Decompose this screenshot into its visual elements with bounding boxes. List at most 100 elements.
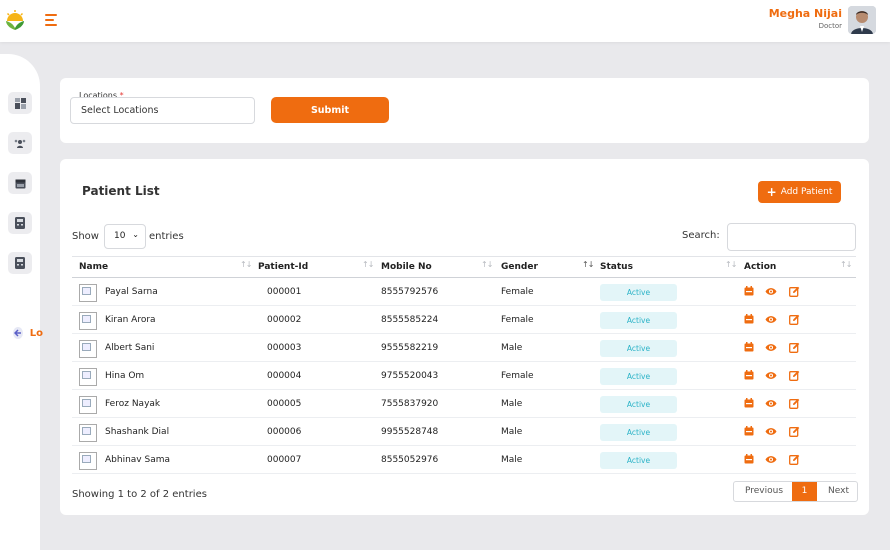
- status-badge: Active: [600, 284, 677, 301]
- patient-name: Feroz Nayak: [105, 399, 161, 409]
- previous-page-button[interactable]: Previous: [745, 486, 784, 496]
- column-header-status[interactable]: Status: [600, 262, 633, 272]
- edit-icon[interactable]: [788, 313, 800, 325]
- edit-icon[interactable]: [788, 369, 800, 381]
- patient-name: Payal Sarna: [105, 287, 158, 297]
- hamburger-menu-icon[interactable]: [45, 14, 59, 26]
- patient-gender: Male: [501, 455, 523, 465]
- patient-list-card: [60, 159, 869, 515]
- view-eye-icon[interactable]: [765, 341, 777, 353]
- column-header-action[interactable]: Action: [744, 262, 777, 272]
- appointment-calendar-icon[interactable]: [743, 341, 755, 353]
- submit-button[interactable]: Submit: [271, 97, 389, 123]
- patient-photo: [79, 452, 97, 470]
- app-logo[interactable]: [4, 8, 26, 32]
- logout-link[interactable]: Lo: [13, 326, 43, 340]
- view-eye-icon[interactable]: [765, 397, 777, 409]
- patient-name: Abhinav Sama: [105, 455, 170, 465]
- patient-name: Albert Sani: [105, 343, 155, 353]
- column-header-gender[interactable]: Gender: [501, 262, 538, 272]
- status-badge: Active: [600, 368, 677, 385]
- patient-mobile: 8555792576: [381, 287, 439, 297]
- page-number-button[interactable]: 1: [792, 482, 817, 501]
- patients-group-icon[interactable]: [8, 132, 32, 154]
- search-input[interactable]: [727, 223, 856, 251]
- entries-select[interactable]: 10 ⌄: [104, 224, 146, 249]
- edit-icon[interactable]: [788, 341, 800, 353]
- table-row: Payal Sarna 000001 8555792576 Female Active: [72, 278, 856, 306]
- patient-mobile: 9755520043: [381, 371, 439, 381]
- patient-photo: [79, 368, 97, 386]
- edit-icon[interactable]: [788, 285, 800, 297]
- patient-id: 000004: [267, 371, 302, 381]
- patient-id: 000003: [267, 343, 302, 353]
- calculator-icon[interactable]: [8, 252, 32, 274]
- patient-id: 000007: [267, 455, 302, 465]
- filter-card: [60, 78, 869, 143]
- column-header-mobile[interactable]: Mobile No: [381, 262, 432, 272]
- top-bar: Megha Nijai Doctor: [0, 0, 890, 42]
- sort-icon[interactable]: ↑↓: [240, 260, 252, 269]
- avatar[interactable]: [848, 6, 876, 34]
- status-badge: Active: [600, 452, 677, 469]
- patient-mobile: 8555585224: [381, 315, 439, 325]
- sort-icon[interactable]: ↑↓: [840, 260, 852, 269]
- calculator-icon[interactable]: [8, 212, 32, 234]
- view-eye-icon[interactable]: [765, 313, 777, 325]
- appointment-calendar-icon[interactable]: [743, 425, 755, 437]
- edit-icon[interactable]: [788, 425, 800, 437]
- patient-photo: [79, 340, 97, 358]
- patient-gender: Male: [501, 399, 523, 409]
- logout-icon: [13, 327, 23, 339]
- status-badge: Active: [600, 424, 677, 441]
- calendar-icon[interactable]: [8, 172, 32, 194]
- search-label: Search:: [682, 230, 720, 241]
- appointment-calendar-icon[interactable]: [743, 397, 755, 409]
- view-eye-icon[interactable]: [765, 285, 777, 297]
- pagination: Previous 1 Next: [733, 481, 858, 502]
- patient-name: Shashank Dial: [105, 427, 170, 437]
- patient-id: 000001: [267, 287, 302, 297]
- column-header-patient-id[interactable]: Patient-Id: [258, 262, 309, 272]
- appointment-calendar-icon[interactable]: [743, 285, 755, 297]
- table-row: Shashank Dial 000006 9955528748 Male Active: [72, 418, 856, 446]
- patient-gender: Female: [501, 315, 534, 325]
- column-header-name[interactable]: Name: [79, 262, 109, 272]
- patient-id: 000005: [267, 399, 302, 409]
- sort-icon[interactable]: ↑↓: [362, 260, 374, 269]
- sidebar: Lo: [0, 54, 43, 550]
- user-name[interactable]: Megha Nijai: [768, 7, 842, 20]
- table-row: Hina Om 000004 9755520043 Female Active: [72, 362, 856, 390]
- appointment-calendar-icon[interactable]: [743, 453, 755, 465]
- view-eye-icon[interactable]: [765, 425, 777, 437]
- table-body: Payal Sarna 000001 8555792576 Female Active K…: [72, 278, 856, 474]
- patient-gender: Male: [501, 427, 523, 437]
- table-header: Name ↑↓ Patient-Id ↑↓ Mobile No ↑↓ Gende…: [72, 256, 856, 278]
- patient-photo: [79, 284, 97, 302]
- patient-photo: [79, 396, 97, 414]
- logout-label: Lo: [29, 327, 43, 339]
- add-patient-button[interactable]: + Add Patient: [758, 181, 841, 203]
- appointment-calendar-icon[interactable]: [743, 313, 755, 325]
- view-eye-icon[interactable]: [765, 369, 777, 381]
- status-badge: Active: [600, 340, 677, 357]
- locations-label: Locations *: [79, 91, 124, 100]
- table-row: Kiran Arora 000002 8555585224 Female Active: [72, 306, 856, 334]
- patient-gender: Female: [501, 371, 534, 381]
- next-page-button[interactable]: Next: [828, 486, 849, 496]
- view-eye-icon[interactable]: [765, 453, 777, 465]
- sort-icon[interactable]: ↑↓: [725, 260, 737, 269]
- entries-label: entries: [149, 231, 184, 242]
- sort-icon[interactable]: ↑↓: [582, 260, 594, 269]
- patient-mobile: 9555582219: [381, 343, 439, 353]
- edit-icon[interactable]: [788, 397, 800, 409]
- appointment-calendar-icon[interactable]: [743, 369, 755, 381]
- dashboard-icon[interactable]: [8, 92, 32, 114]
- status-badge: Active: [600, 312, 677, 329]
- patient-photo: [79, 312, 97, 330]
- sort-icon[interactable]: ↑↓: [481, 260, 493, 269]
- locations-select[interactable]: Select Locations: [70, 97, 255, 124]
- patient-mobile: 8555052976: [381, 455, 439, 465]
- patient-id: 000006: [267, 427, 302, 437]
- edit-icon[interactable]: [788, 453, 800, 465]
